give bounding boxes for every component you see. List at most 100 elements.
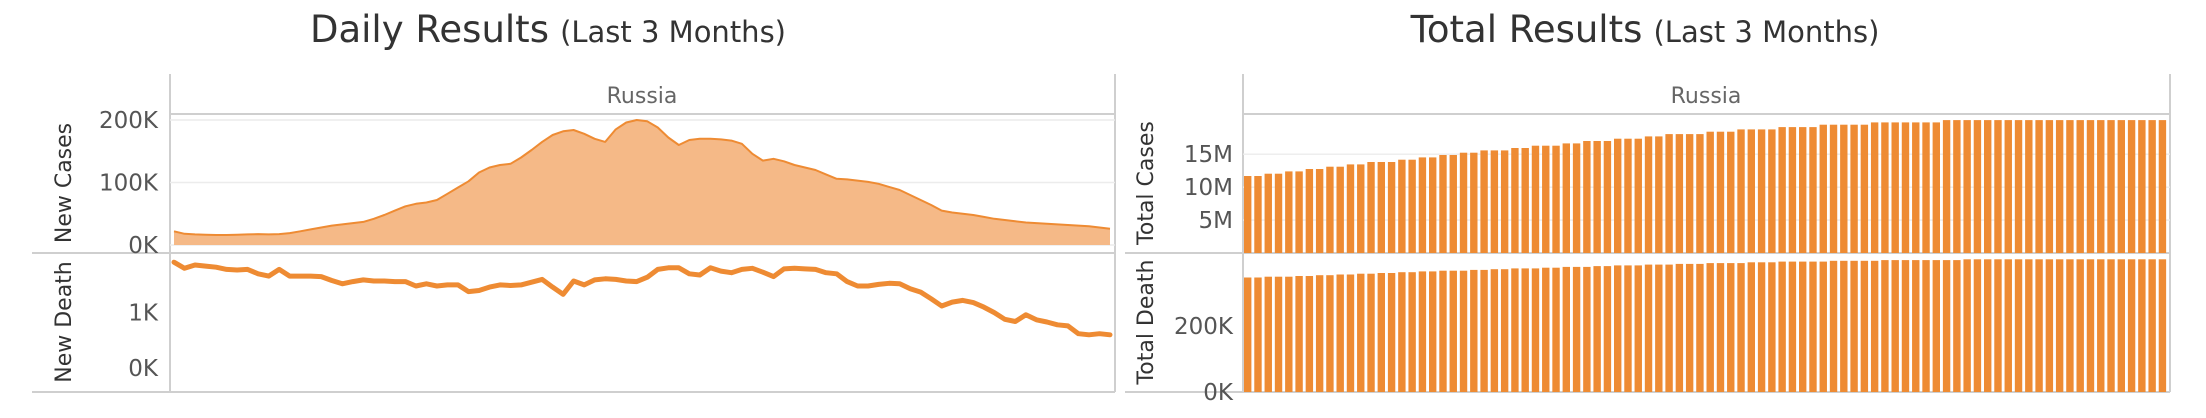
total-cases-bar: [1788, 127, 1797, 253]
total-death-bar: [1480, 269, 1488, 392]
total-death-bar: [1840, 260, 1848, 392]
total-cases-bar: [1449, 155, 1457, 253]
total-cases-ytick-label: 10M: [1184, 175, 1233, 201]
new-cases-line: [173, 119, 1111, 236]
total-cases-bar: [1583, 141, 1591, 253]
total-death-bar: [1449, 270, 1457, 392]
total-death-ytick-label: 200K: [1174, 314, 1234, 340]
total-death-bar: [2148, 259, 2156, 392]
total-cases-bar: [2066, 120, 2074, 253]
total-death-bar: [1572, 266, 1581, 392]
total-cases-bar: [1665, 134, 1673, 253]
total-death-bar: [1696, 263, 1704, 392]
total-death-bar: [1593, 266, 1601, 392]
total-death-bar: [1542, 267, 1550, 392]
total-death-bar: [1305, 276, 1314, 392]
total-death-bar: [1387, 273, 1396, 392]
total-death-bar: [2066, 259, 2074, 392]
total-cases-bar: [1429, 157, 1437, 253]
total-death-bar: [2055, 259, 2064, 392]
total-death-bar: [1459, 270, 1468, 392]
new-cases-pane: 0K 100K 200K: [99, 108, 1115, 259]
total-death-pane: 0K 200K: [1174, 259, 2167, 406]
total-death-bar: [1788, 261, 1797, 392]
total-death-bar: [1984, 259, 1992, 392]
total-cases-bar: [2117, 120, 2126, 253]
total-cases-bar: [1799, 127, 1807, 253]
total-cases-bar: [1644, 136, 1653, 253]
total-death-bar: [1829, 260, 1838, 392]
total-cases-bar: [2055, 120, 2064, 253]
total-cases-bar: [1593, 141, 1601, 253]
total-cases-bar: [1552, 145, 1560, 253]
total-death-bar: [1357, 273, 1365, 392]
total-death-bar: [1922, 260, 1930, 392]
total-cases-bar: [1963, 120, 1971, 253]
total-death-bar: [1429, 271, 1437, 392]
new-death-axis-title: New Death: [52, 261, 77, 383]
total-death-bar: [2158, 259, 2167, 392]
total-cases-bar: [1994, 120, 2002, 253]
total-death-bar: [1685, 263, 1694, 392]
total-death-bar: [1675, 263, 1684, 392]
total-cases-bar: [1285, 171, 1293, 253]
total-cases-bar: [1521, 148, 1529, 253]
total-death-bar: [1377, 273, 1386, 392]
total-death-bar: [1665, 264, 1673, 392]
total-death-bar: [1727, 263, 1735, 392]
total-cases-bar: [1768, 129, 1776, 253]
total-death-bar: [2117, 259, 2126, 392]
total-death-bar: [1418, 271, 1427, 392]
new-death-line: [171, 259, 1113, 338]
total-death-bar: [1747, 262, 1756, 392]
total-death-bar: [1716, 263, 1725, 392]
total-cases-bar: [1747, 129, 1756, 253]
total-cases-bar: [1326, 166, 1334, 253]
total-cases-bar: [1942, 120, 1951, 253]
total-cases-bar: [1614, 138, 1622, 253]
total-cases-bar: [1809, 127, 1817, 253]
total-cases-bar: [1357, 164, 1365, 253]
total-death-bar: [2138, 259, 2146, 392]
total-death-bar: [2035, 259, 2043, 392]
total-death-bar: [1583, 266, 1591, 392]
total-cases-bar: [1675, 134, 1684, 253]
total-cases-bar: [1696, 134, 1704, 253]
new-death-pane: 0K 1K: [128, 259, 1113, 382]
total-cases-bar: [2097, 120, 2105, 253]
total-cases-bar: [1870, 122, 1879, 254]
total-cases-bar: [1655, 136, 1663, 253]
total-results-title-main: Total Results: [1410, 8, 1643, 51]
total-death-bar: [1614, 265, 1622, 392]
total-cases-bar: [2035, 120, 2043, 253]
total-death-bar: [1295, 276, 1303, 392]
total-death-bar: [1809, 261, 1817, 392]
daily-results-title-main: Daily Results: [310, 8, 549, 51]
total-death-bar: [1326, 275, 1334, 392]
total-death-bar: [1254, 277, 1262, 392]
total-death-bar: [1655, 264, 1663, 392]
total-cases-bar: [1346, 164, 1355, 253]
total-death-bar: [1264, 276, 1272, 392]
total-cases-bar: [1840, 124, 1848, 253]
total-death-bar: [1490, 269, 1499, 392]
total-death-bar: [2004, 259, 2012, 392]
total-cases-bar: [2045, 120, 2054, 253]
total-death-bar: [1408, 272, 1416, 392]
total-cases-bar: [1716, 131, 1725, 253]
total-cases-bar: [1418, 157, 1427, 253]
total-results-title-sub: (Last 3 Months): [1653, 15, 1879, 49]
total-cases-bar: [1727, 131, 1735, 253]
new-death-ytick-label: 1K: [128, 301, 159, 327]
total-cases-bar: [1685, 134, 1694, 253]
total-cases-bar: [2107, 120, 2115, 253]
total-cases-bar: [2014, 120, 2023, 253]
total-death-bar: [1901, 260, 1910, 392]
total-cases-bar: [1881, 122, 1889, 254]
total-death-bar: [1531, 268, 1540, 392]
total-cases-bar: [1603, 141, 1612, 253]
total-death-bar: [1644, 264, 1653, 392]
total-death-bar: [1439, 270, 1447, 392]
total-cases-bar: [2076, 120, 2084, 253]
